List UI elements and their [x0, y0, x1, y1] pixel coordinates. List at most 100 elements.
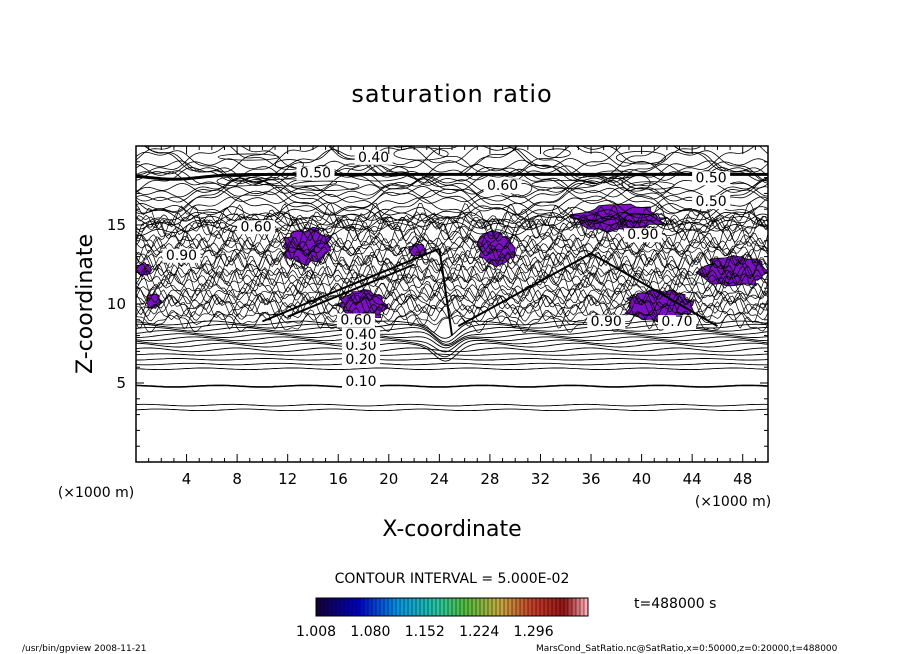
colorbar-step	[432, 598, 436, 616]
contour-line	[457, 252, 592, 327]
contour-line	[217, 153, 280, 161]
contour-label: 0.90	[591, 314, 622, 330]
contour-line	[136, 339, 768, 358]
colorbar-step	[444, 598, 448, 616]
contour-line	[543, 148, 571, 158]
colorbar-step	[412, 598, 416, 616]
contour-label: 0.40	[358, 150, 389, 166]
colorbar-tick-label: 1.080	[350, 624, 390, 640]
contour-line	[136, 218, 768, 254]
contour-line	[216, 176, 263, 187]
contour-label-bg	[296, 166, 335, 181]
x-tick-label: 20	[379, 470, 398, 488]
colorbar-step	[324, 598, 328, 616]
contour-line	[136, 408, 768, 412]
colorbar-step	[356, 598, 360, 616]
contour-label-bg	[341, 353, 380, 368]
colorbar-step	[428, 598, 432, 616]
colorbar-step	[340, 598, 344, 616]
x-tick-label: 4	[182, 470, 192, 488]
contour-label-bg	[483, 179, 522, 194]
colorbar-step	[424, 598, 428, 616]
contour-line	[287, 263, 415, 318]
contour-label: 0.50	[696, 170, 727, 186]
contour-line	[136, 235, 768, 256]
colorbar-step	[320, 598, 324, 616]
contour-line	[136, 403, 768, 407]
colorbar-step	[420, 598, 424, 616]
colorbar-step	[456, 598, 460, 616]
x-axis-title: X-coordinate	[382, 517, 521, 542]
contour-line	[136, 330, 768, 347]
contour-line	[136, 240, 768, 257]
contour-line	[274, 159, 304, 170]
colorbar-step	[584, 598, 588, 616]
contour-label: 0.50	[696, 194, 727, 210]
contour-label: 0.90	[166, 248, 197, 264]
colorbar-step	[468, 598, 472, 616]
contour-line	[531, 179, 598, 189]
contour-line	[136, 182, 768, 205]
footer-left: /usr/bin/gpview 2008-11-21	[22, 644, 146, 654]
colorbar: 1.008 1.080 1.152 1.224 1.296	[296, 597, 589, 640]
contour-line	[136, 146, 768, 169]
x-tick-label: 48	[733, 470, 752, 488]
colorbar-ticks: 1.008 1.080 1.152 1.224 1.296	[296, 624, 554, 640]
colorbar-step	[380, 598, 384, 616]
x-tick-label: 12	[278, 470, 297, 488]
colorbar-step	[368, 598, 372, 616]
colorbar-step	[360, 598, 364, 616]
contour-label: 0.40	[345, 327, 376, 343]
contour-line	[136, 225, 768, 253]
contour-line	[136, 262, 768, 286]
contour-line	[136, 206, 768, 230]
colorbar-step	[520, 598, 524, 616]
colorbar-step	[440, 598, 444, 616]
colorbar-step	[488, 598, 492, 616]
contour-line	[136, 213, 768, 237]
x-tick-label: 36	[581, 470, 600, 488]
contour-line	[136, 362, 768, 366]
colorbar-step	[460, 598, 464, 616]
colorbar-step	[372, 598, 376, 616]
colorbar-gradient	[315, 598, 588, 616]
colorbar-step	[316, 598, 320, 616]
contour-label-bg	[657, 315, 696, 330]
contour-label-bg	[623, 228, 662, 243]
colorbar-step	[392, 598, 396, 616]
contour-line	[136, 186, 768, 216]
colorbar-step	[544, 598, 548, 616]
contour-label: 0.30	[345, 338, 376, 354]
contour-line	[136, 159, 768, 186]
colorbar-tick-label: 1.152	[405, 624, 445, 640]
contour-line	[136, 336, 768, 353]
colorbar-step	[348, 598, 352, 616]
contour-line	[136, 353, 768, 356]
contour-line	[136, 248, 768, 281]
colorbar-step	[556, 598, 560, 616]
contour-label-bg	[341, 327, 380, 342]
colorbar-step	[452, 598, 456, 616]
colorbar-step	[552, 598, 556, 616]
chart-title: saturation ratio	[351, 80, 552, 108]
contour-line	[136, 347, 768, 353]
colorbar-step	[448, 598, 452, 616]
colorbar-step	[568, 598, 572, 616]
contour-label-bg	[692, 195, 731, 210]
plot-area: 0.100.200.300.400.600.400.500.60 0.500.50…	[107, 145, 769, 488]
y-tick-label: 15	[107, 216, 126, 234]
colorbar-step	[524, 598, 528, 616]
z-axis-unit: (×1000 m)	[58, 485, 134, 501]
contour-line	[136, 282, 768, 304]
contour-label-bg	[341, 375, 380, 390]
x-tick-label: 28	[480, 470, 499, 488]
time-label: t=488000 s	[634, 596, 716, 612]
x-axis-unit: (×1000 m)	[695, 494, 771, 510]
contour-line	[627, 181, 675, 190]
colorbar-step	[480, 598, 484, 616]
x-tick-label: 16	[329, 470, 348, 488]
colorbar-step	[496, 598, 500, 616]
colorbar-step	[408, 598, 412, 616]
colorbar-step	[540, 598, 544, 616]
colorbar-step	[328, 598, 332, 616]
